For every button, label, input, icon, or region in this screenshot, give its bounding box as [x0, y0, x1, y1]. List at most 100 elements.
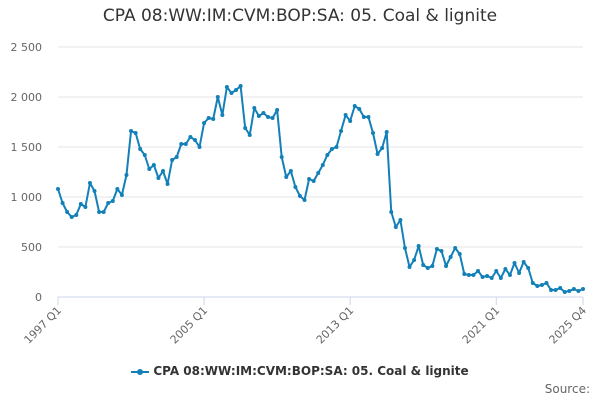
data-point	[307, 177, 312, 181]
data-point	[170, 158, 175, 162]
data-point	[466, 273, 471, 277]
data-point	[343, 113, 348, 117]
data-point	[202, 121, 207, 125]
data-point	[389, 210, 394, 214]
data-point	[535, 284, 540, 288]
data-point	[161, 169, 165, 173]
data-point	[380, 146, 385, 150]
data-point	[119, 193, 124, 197]
data-point	[320, 163, 325, 167]
data-point	[110, 199, 115, 203]
data-point	[444, 264, 449, 268]
data-point	[297, 194, 302, 198]
x-tick-label: 2021 Q1	[460, 304, 503, 347]
data-point	[425, 266, 430, 270]
data-point	[206, 116, 211, 120]
data-point	[558, 286, 563, 290]
data-point	[498, 276, 503, 280]
data-point	[471, 273, 476, 277]
legend[interactable]: CPA 08:WW:IM:CVM:BOP:SA: 05. Coal & lign…	[0, 364, 600, 378]
data-point	[489, 276, 494, 280]
data-point	[316, 171, 321, 175]
data-point	[384, 130, 389, 134]
data-point	[462, 272, 467, 276]
data-point	[60, 201, 65, 205]
data-point	[78, 202, 83, 206]
data-point	[92, 189, 97, 193]
data-point	[544, 281, 549, 285]
data-point	[329, 147, 334, 151]
data-point	[215, 95, 220, 99]
data-point	[348, 119, 353, 123]
data-point	[352, 104, 357, 108]
data-point	[238, 84, 243, 88]
data-point	[124, 173, 129, 177]
data-point	[87, 181, 92, 185]
data-point	[530, 281, 535, 285]
data-point	[115, 187, 120, 191]
y-tick-label: 2 000	[11, 91, 43, 104]
y-tick-label: 0	[35, 291, 42, 304]
data-point	[275, 108, 280, 112]
data-point	[339, 129, 344, 133]
data-point	[402, 246, 407, 250]
data-point	[507, 273, 512, 277]
data-point	[421, 263, 426, 267]
data-point	[129, 129, 134, 133]
data-point	[220, 113, 225, 117]
data-point	[480, 275, 485, 279]
data-point	[434, 247, 439, 251]
legend-swatch	[131, 367, 150, 377]
data-point	[284, 175, 289, 179]
data-point	[293, 185, 298, 189]
data-point	[247, 133, 252, 137]
y-tick-label: 2 500	[11, 41, 43, 54]
data-point	[229, 91, 234, 95]
data-point	[270, 116, 275, 120]
data-point	[512, 261, 517, 265]
source-label: Source:	[544, 382, 590, 396]
x-tick-label: 2005 Q1	[168, 304, 211, 347]
data-point	[407, 265, 412, 269]
data-point	[211, 117, 216, 121]
data-point	[366, 115, 371, 119]
data-point	[97, 210, 102, 214]
data-point	[457, 252, 462, 256]
data-point	[234, 88, 239, 92]
data-point	[526, 266, 531, 270]
data-point	[266, 115, 270, 119]
data-point	[361, 115, 366, 119]
data-point	[256, 114, 261, 118]
data-point	[302, 198, 307, 202]
data-point	[197, 145, 202, 149]
data-point	[567, 289, 572, 293]
x-tick-label: 2013 Q1	[314, 304, 357, 347]
data-point	[485, 274, 490, 278]
y-tick-label: 1 000	[11, 191, 43, 204]
data-point	[398, 218, 403, 222]
data-point	[503, 267, 508, 271]
data-point	[56, 187, 60, 191]
data-point	[553, 288, 558, 292]
data-point	[416, 244, 421, 248]
data-point	[142, 153, 147, 157]
legend-label: CPA 08:WW:IM:CVM:BOP:SA: 05. Coal & lign…	[153, 364, 469, 378]
data-point	[138, 147, 143, 151]
data-point	[571, 287, 576, 291]
data-point	[393, 225, 398, 229]
data-point	[311, 179, 316, 183]
data-point	[357, 107, 362, 111]
data-point	[74, 213, 79, 217]
x-tick-label: 1997 Q1	[22, 304, 65, 347]
y-tick-label: 500	[21, 241, 42, 254]
data-point	[151, 163, 156, 167]
chart-title: CPA 08:WW:IM:CVM:BOP:SA: 05. Coal & lign…	[102, 6, 498, 26]
data-point	[412, 258, 417, 262]
data-point	[188, 135, 193, 139]
data-point	[83, 205, 88, 209]
data-point	[243, 126, 248, 130]
data-point	[183, 142, 188, 146]
data-point	[252, 106, 257, 110]
